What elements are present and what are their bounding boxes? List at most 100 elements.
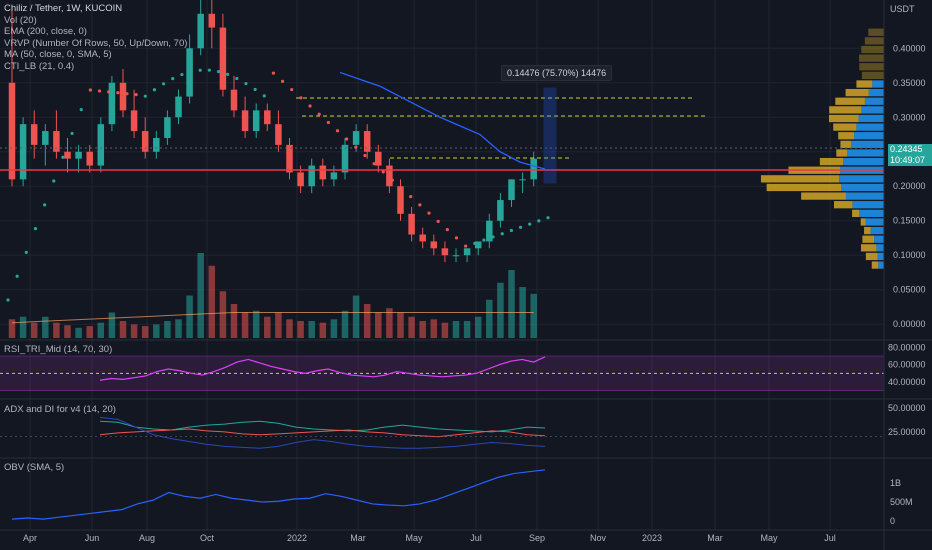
volume-bar — [53, 322, 60, 338]
vrvp-up-bar — [841, 183, 884, 192]
cti-dot — [326, 120, 330, 125]
time-tick-label: Nov — [590, 533, 607, 543]
cti-dot — [299, 96, 303, 100]
candlestick-series — [8, 0, 537, 263]
cti-dot — [33, 227, 38, 231]
vrvp-up-bar — [868, 88, 884, 97]
candle-body — [108, 82, 116, 125]
volume-bar — [430, 319, 438, 338]
legend-vrvp[interactable]: VRVP (Number Of Rows, 50, Up/Down, 70) — [4, 37, 188, 49]
candle-body — [319, 165, 327, 180]
cti-dot — [271, 71, 276, 75]
vrvp-up-bar — [858, 114, 884, 123]
candle-body — [164, 117, 171, 138]
volume-bar — [286, 319, 293, 338]
obv-pane-label[interactable]: OBV (SMA, 5) — [4, 462, 65, 473]
adx-line — [99, 416, 546, 449]
symbol-title[interactable]: Chiliz / Tether, 1W, KUCOIN — [4, 3, 123, 14]
cti-dot — [198, 68, 202, 72]
volume-bar — [164, 321, 171, 338]
candle-body — [530, 158, 537, 180]
volume-bar — [141, 326, 149, 338]
adx-tick-label: 25.00000 — [888, 427, 926, 437]
cti-dot — [308, 104, 312, 108]
price-tick-label: 0.35000 — [893, 78, 926, 88]
cti-dot — [509, 228, 513, 233]
ma-line — [339, 71, 546, 170]
volume-bar — [64, 325, 71, 338]
price-tick-label: 0.30000 — [893, 112, 926, 122]
volume-bar — [319, 322, 327, 338]
cti-dot — [134, 93, 138, 97]
candle-body — [363, 131, 371, 152]
cti-dot — [235, 76, 239, 81]
vrvp-down-bar — [766, 183, 842, 192]
volume-bar — [97, 322, 105, 338]
candle-body — [8, 82, 16, 180]
vrvp-down-bar — [828, 114, 859, 123]
volume-bar — [375, 312, 382, 338]
vrvp-down-bar — [836, 149, 848, 157]
candle-body — [386, 165, 393, 187]
time-tick-label: Mar — [350, 533, 366, 543]
cti-dot — [280, 79, 285, 83]
volume-bar — [508, 270, 515, 338]
cti-dot — [107, 90, 111, 94]
volume-bar — [463, 321, 471, 338]
cti-dot — [537, 219, 541, 223]
vrvp-down-bar — [760, 175, 840, 183]
vrvp-down-bar — [835, 97, 865, 105]
volume-bar — [219, 291, 227, 338]
volume-bar — [42, 316, 49, 338]
vrvp-up-bar — [877, 252, 884, 261]
cti-dot — [464, 244, 468, 248]
cti-dot — [161, 82, 166, 86]
volume-bar — [8, 319, 16, 338]
price-tick-label: 0.00000 — [893, 319, 926, 329]
price-tick-label: 0.40000 — [893, 43, 926, 53]
rsi-pane-label[interactable]: RSI_TRI_Mid (14, 70, 30) — [4, 344, 113, 355]
vrvp-up-bar — [856, 123, 884, 131]
cti-dot — [226, 72, 230, 76]
candle-body — [397, 186, 404, 214]
volume-bar — [275, 312, 282, 338]
cti-dot — [70, 131, 74, 136]
rsi-band — [0, 356, 884, 391]
time-tick-label: Oct — [200, 533, 215, 543]
volume-bar — [130, 324, 138, 338]
volume-bar — [119, 321, 127, 338]
legend-volume[interactable]: Vol (20) — [4, 14, 37, 26]
obv-tick-label: 0 — [890, 516, 895, 526]
legend-ema[interactable]: EMA (200, close, 0) — [4, 26, 87, 38]
candle-body — [330, 172, 338, 180]
candle-body — [519, 179, 526, 181]
vrvp-down-bar — [845, 88, 869, 97]
candle-body — [19, 124, 27, 180]
volume-ma-line — [11, 312, 534, 324]
adx-pane-label[interactable]: ADX and DI for v4 (14, 20) — [4, 404, 116, 415]
candle-body — [86, 151, 93, 166]
volume-bar — [208, 265, 216, 338]
cti-dot — [262, 94, 266, 98]
volume-bar — [175, 319, 182, 338]
vrvp-down-bar — [859, 54, 884, 62]
legend-cti[interactable]: CTI_LB (21, 0.4) — [4, 60, 75, 72]
cti-dot — [79, 108, 83, 112]
volume-bar — [241, 312, 249, 338]
legend-ma[interactable]: MA (50, close, 0, SMA, 5) — [4, 49, 112, 61]
volume-bar — [474, 316, 482, 338]
cti-dot — [216, 69, 221, 74]
time-tick-label: Jul — [824, 533, 836, 543]
vrvp-down-bar — [862, 235, 875, 243]
cti-dot — [180, 72, 184, 77]
volume-bar — [386, 308, 393, 338]
cti-dot — [207, 68, 211, 72]
vrvp-up-bar — [874, 235, 884, 243]
measure-box — [543, 87, 557, 184]
volume-bars — [8, 253, 537, 338]
volume-bar — [308, 321, 315, 338]
time-tick-label: Mar — [707, 533, 723, 543]
obv-tick-label: 500M — [890, 497, 913, 507]
candle-body — [130, 110, 138, 132]
